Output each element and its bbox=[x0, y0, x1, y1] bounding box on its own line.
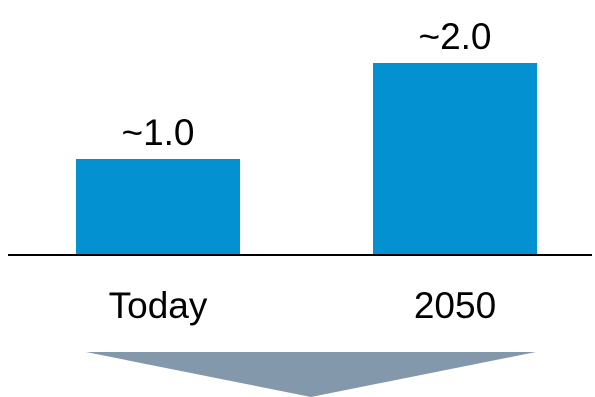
data-label: ~1.0 bbox=[121, 112, 194, 153]
data-label: ~2.0 bbox=[418, 16, 491, 57]
down-arrow-icon bbox=[86, 352, 536, 397]
bars-layer bbox=[76, 63, 537, 255]
x-tick-label: 2050 bbox=[414, 285, 496, 326]
labels-layer: ~1.0 Today ~2.0 2050 bbox=[109, 16, 497, 326]
bar-today bbox=[76, 159, 240, 255]
bar-2050 bbox=[373, 63, 537, 255]
x-tick-label: Today bbox=[109, 285, 208, 326]
